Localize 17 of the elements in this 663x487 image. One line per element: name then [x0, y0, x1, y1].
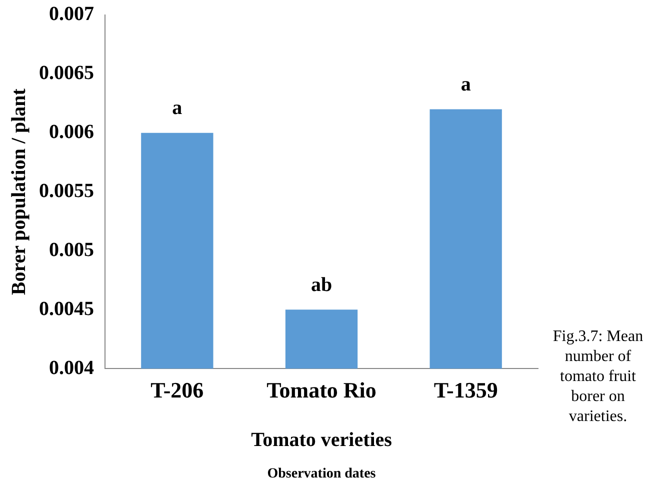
caption: Fig.3.7: Mean number of tomato fruit borer on varieties.: [552, 328, 644, 425]
text: Observation dates: [267, 466, 376, 482]
y-tick-label: 0.004: [49, 356, 94, 379]
x-axis-title: Tomato verieties: [251, 429, 392, 452]
annotation: a: [172, 97, 182, 120]
y-tick-label: 0.006: [49, 121, 94, 144]
x-tick-label: Tomato Rio: [266, 377, 376, 402]
y-tick-label: 0.007: [49, 3, 94, 26]
x-tick-label: T-206: [150, 377, 204, 402]
y-tick-label: 0.0055: [39, 180, 94, 202]
y-tick-label: 0.0045: [39, 298, 94, 320]
annotation: a: [460, 73, 471, 96]
y-tick-label: 0.0065: [39, 62, 94, 84]
y-tick-label: 0.005: [49, 238, 94, 261]
annotation: ab: [310, 274, 332, 296]
x-tick-label: T-1359: [434, 377, 498, 402]
y-axis-title: Borer population / plant: [8, 88, 30, 296]
